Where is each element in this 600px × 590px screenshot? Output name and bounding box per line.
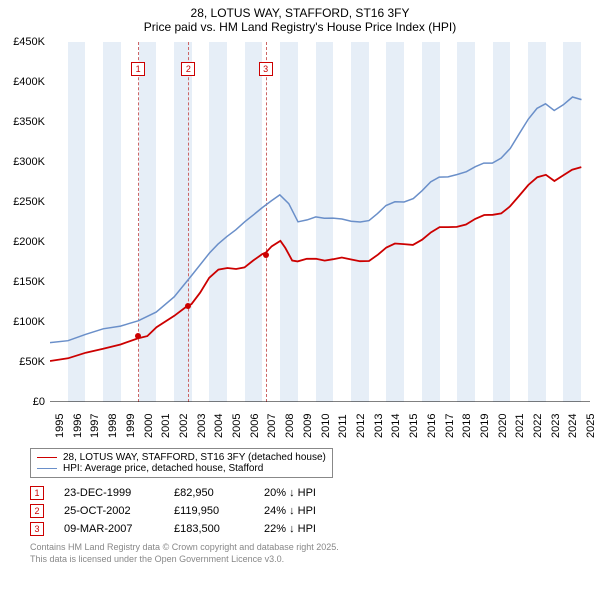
y-tick-label: £300K (13, 156, 45, 168)
y-tick-label: £0 (33, 396, 45, 408)
x-tick-label: 2008 (284, 414, 296, 438)
sales-row: 2 25-OCT-2002 £119,950 24% ↓ HPI (30, 504, 600, 518)
title-line-1: 28, LOTUS WAY, STAFFORD, ST16 3FY (0, 6, 600, 20)
x-tick-label: 1996 (72, 414, 84, 438)
legend-row: 28, LOTUS WAY, STAFFORD, ST16 3FY (detac… (37, 452, 326, 463)
chart-svg (50, 42, 590, 402)
x-tick-label: 2020 (497, 414, 509, 438)
y-tick-label: £50K (19, 356, 45, 368)
sales-row-marker: 1 (30, 486, 44, 500)
x-tick-label: 2012 (355, 414, 367, 438)
x-tick-label: 2007 (266, 414, 278, 438)
x-tick-label: 1998 (107, 414, 119, 438)
x-tick-label: 2010 (320, 414, 332, 438)
sales-row-marker: 2 (30, 504, 44, 518)
x-tick-label: 2019 (479, 414, 491, 438)
x-tick-label: 1997 (89, 414, 101, 438)
x-tick-label: 2002 (178, 414, 190, 438)
x-tick-label: 2006 (249, 414, 261, 438)
x-tick-label: 2004 (213, 414, 225, 438)
x-tick-label: 2018 (461, 414, 473, 438)
x-tick-label: 2009 (302, 414, 314, 438)
chart-area: 123 £0£50K£100K£150K£200K£250K£300K£350K… (50, 42, 590, 402)
series-property (50, 167, 581, 361)
x-tick-label: 2001 (160, 414, 172, 438)
x-tick-label: 2025 (585, 414, 597, 438)
x-tick-label: 2015 (408, 414, 420, 438)
legend-swatch (37, 457, 57, 459)
sales-row: 3 09-MAR-2007 £183,500 22% ↓ HPI (30, 522, 600, 536)
x-tick-label: 2014 (390, 414, 402, 438)
chart-title-block: 28, LOTUS WAY, STAFFORD, ST16 3FY Price … (0, 0, 600, 34)
x-tick-label: 2022 (532, 414, 544, 438)
sales-row-price: £82,950 (174, 487, 244, 499)
legend-row: HPI: Average price, detached house, Staf… (37, 463, 326, 474)
x-tick-label: 2011 (337, 414, 349, 438)
y-tick-label: £100K (13, 316, 45, 328)
y-tick-label: £350K (13, 116, 45, 128)
x-tick-label: 2016 (426, 414, 438, 438)
footer-line-2: This data is licensed under the Open Gov… (30, 554, 600, 566)
legend-label: 28, LOTUS WAY, STAFFORD, ST16 3FY (detac… (63, 452, 326, 463)
title-line-2: Price paid vs. HM Land Registry's House … (0, 20, 600, 34)
sales-row-marker: 3 (30, 522, 44, 536)
x-tick-label: 2021 (514, 414, 526, 438)
footer-line-1: Contains HM Land Registry data © Crown c… (30, 542, 600, 554)
y-tick-label: £250K (13, 196, 45, 208)
x-tick-label: 1999 (125, 414, 137, 438)
x-tick-label: 2024 (567, 414, 579, 438)
sales-row-pct: 24% ↓ HPI (264, 505, 354, 517)
x-tick-label: 2017 (444, 414, 456, 438)
y-tick-label: £450K (13, 36, 45, 48)
sales-row-pct: 20% ↓ HPI (264, 487, 354, 499)
x-tick-label: 2005 (231, 414, 243, 438)
sales-row-price: £119,950 (174, 505, 244, 517)
y-tick-label: £400K (13, 76, 45, 88)
sales-row-date: 23-DEC-1999 (64, 487, 154, 499)
sales-row-price: £183,500 (174, 523, 244, 535)
sales-row-pct: 22% ↓ HPI (264, 523, 354, 535)
legend: 28, LOTUS WAY, STAFFORD, ST16 3FY (detac… (30, 448, 333, 478)
x-tick-label: 1995 (54, 414, 66, 438)
legend-label: HPI: Average price, detached house, Staf… (63, 463, 263, 474)
plot-background: 123 (50, 42, 590, 402)
x-tick-label: 2023 (550, 414, 562, 438)
series-hpi (50, 97, 582, 343)
sales-row: 1 23-DEC-1999 £82,950 20% ↓ HPI (30, 486, 600, 500)
sales-table: 1 23-DEC-1999 £82,950 20% ↓ HPI 2 25-OCT-2002… (30, 486, 600, 536)
x-tick-label: 2000 (143, 414, 155, 438)
x-tick-label: 2003 (196, 414, 208, 438)
y-tick-label: £200K (13, 236, 45, 248)
y-tick-label: £150K (13, 276, 45, 288)
sales-row-date: 25-OCT-2002 (64, 505, 154, 517)
legend-swatch (37, 468, 57, 470)
footer: Contains HM Land Registry data © Crown c… (30, 542, 600, 565)
x-tick-label: 2013 (373, 414, 385, 438)
sales-row-date: 09-MAR-2007 (64, 523, 154, 535)
